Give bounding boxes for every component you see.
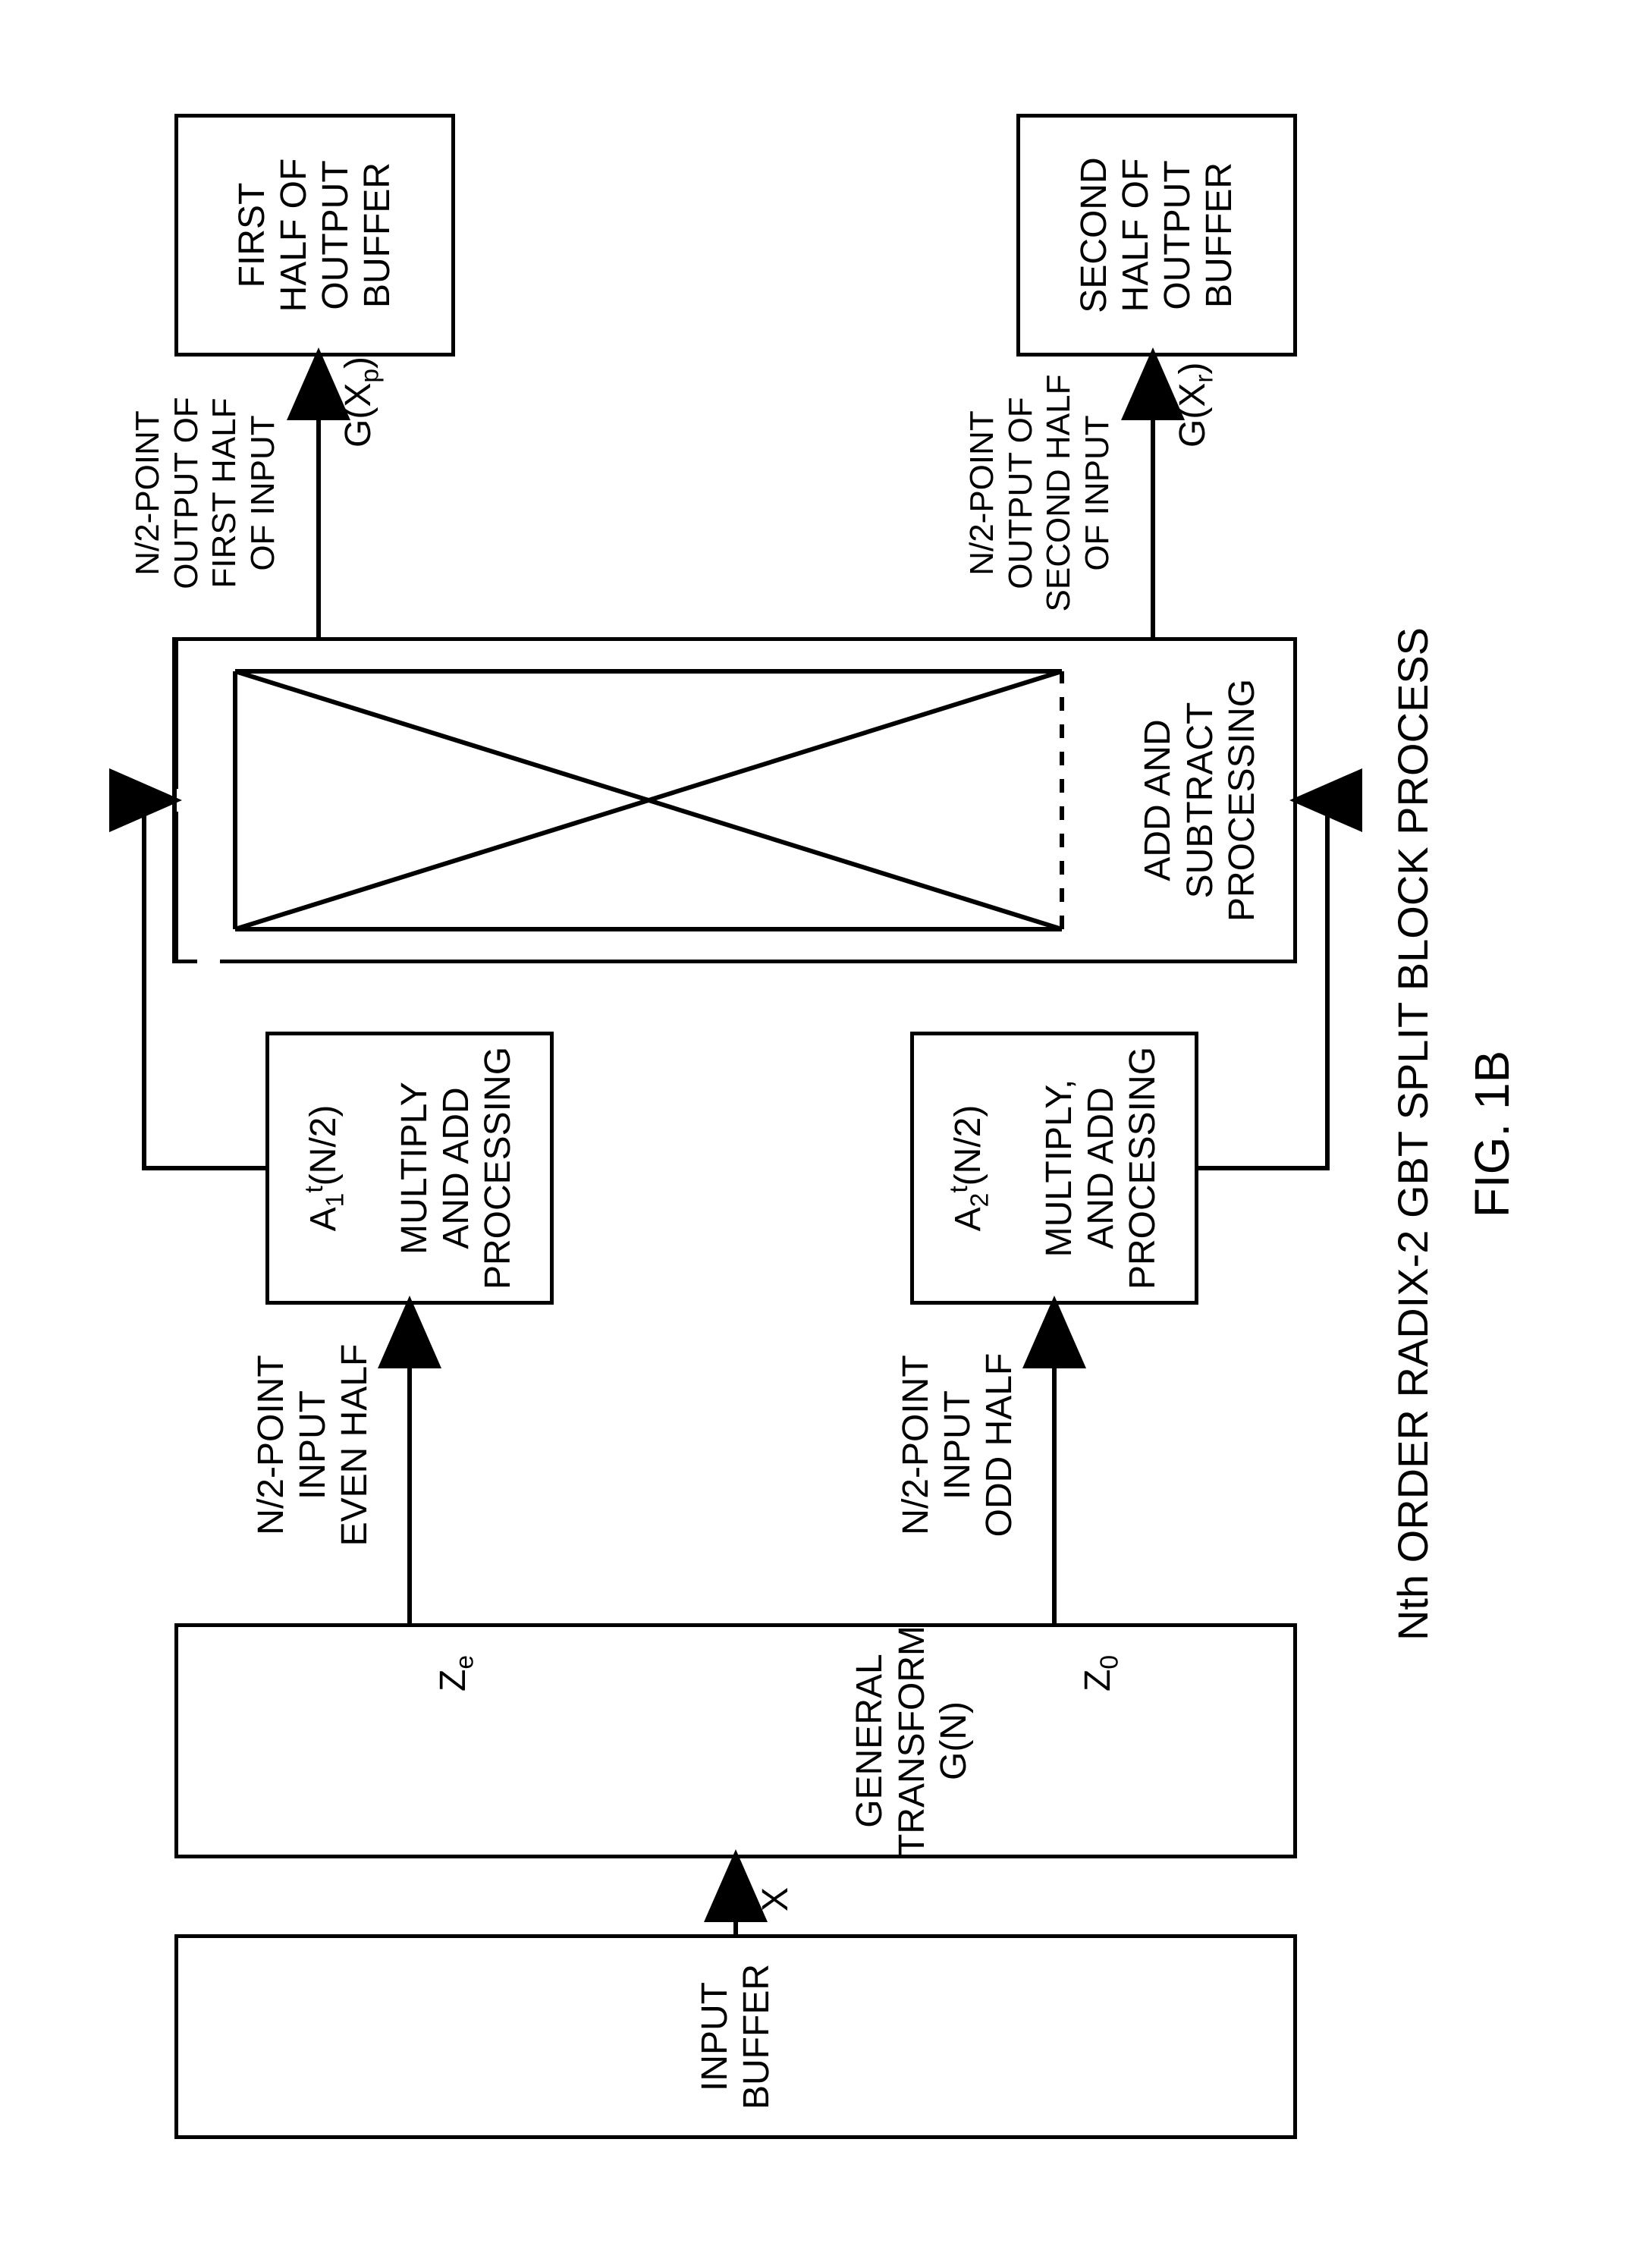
- addsub-box: ADD AND SUBTRACT PROCESSING: [174, 637, 1297, 963]
- input-buffer-box: INPUT BUFFER: [174, 1934, 1297, 2139]
- x-label: X: [755, 1887, 796, 1911]
- a1-top: A1t(N/2): [300, 1105, 350, 1232]
- diagram-title: Nth ORDER RADIX-2 GBT SPLIT BLOCK PROCES…: [1388, 0, 1437, 2268]
- even-path-label: N/2-POINT INPUT EVEN HALF: [250, 1327, 376, 1563]
- a1-lines: MULTIPLY AND ADD PROCESSING: [394, 1047, 520, 1289]
- odd-path-label: N/2-POINT INPUT ODD HALF: [895, 1327, 1021, 1563]
- a2-box: A2t(N/2) MULTIPLY, AND ADD PROCESSING: [910, 1032, 1198, 1305]
- a1-box: A1t(N/2) MULTIPLY AND ADD PROCESSING: [265, 1032, 554, 1305]
- general-transform-l3: G(N): [933, 1701, 975, 1780]
- gxp-label: G(Xp): [338, 357, 385, 448]
- general-transform-box: GENERAL TRANSFORM G(N): [174, 1623, 1297, 1858]
- gxr-label: G(Xr): [1172, 362, 1220, 448]
- out2-path-label: N/2-POINT OUTPUT OF SECOND HALF OF INPUT: [963, 357, 1117, 630]
- general-transform-l2: TRANSFORM: [891, 1626, 933, 1856]
- a2-lines: MULTIPLY, AND ADD PROCESSING: [1038, 1047, 1164, 1289]
- figure-label: FIG. 1B: [1464, 0, 1520, 2268]
- out-buf-2-box: SECOND HALF OF OUTPUT BUFFER: [1016, 114, 1297, 357]
- out-buf-1-box: FIRST HALF OF OUTPUT BUFFER: [174, 114, 455, 357]
- ze-label: Ze: [432, 1655, 480, 1692]
- diagram-canvas: INPUT BUFFER GENERAL TRANSFORM G(N) Ze Z…: [0, 0, 1630, 2268]
- input-buffer-label: INPUT BUFFER: [694, 1964, 777, 2109]
- out1-path-label: N/2-POINT OUTPUT OF FIRST HALF OF INPUT: [129, 364, 282, 622]
- a2-top: A2t(N/2): [945, 1105, 995, 1232]
- z0-label: Z0: [1077, 1655, 1125, 1692]
- general-transform-l1: GENERAL: [849, 1654, 890, 1827]
